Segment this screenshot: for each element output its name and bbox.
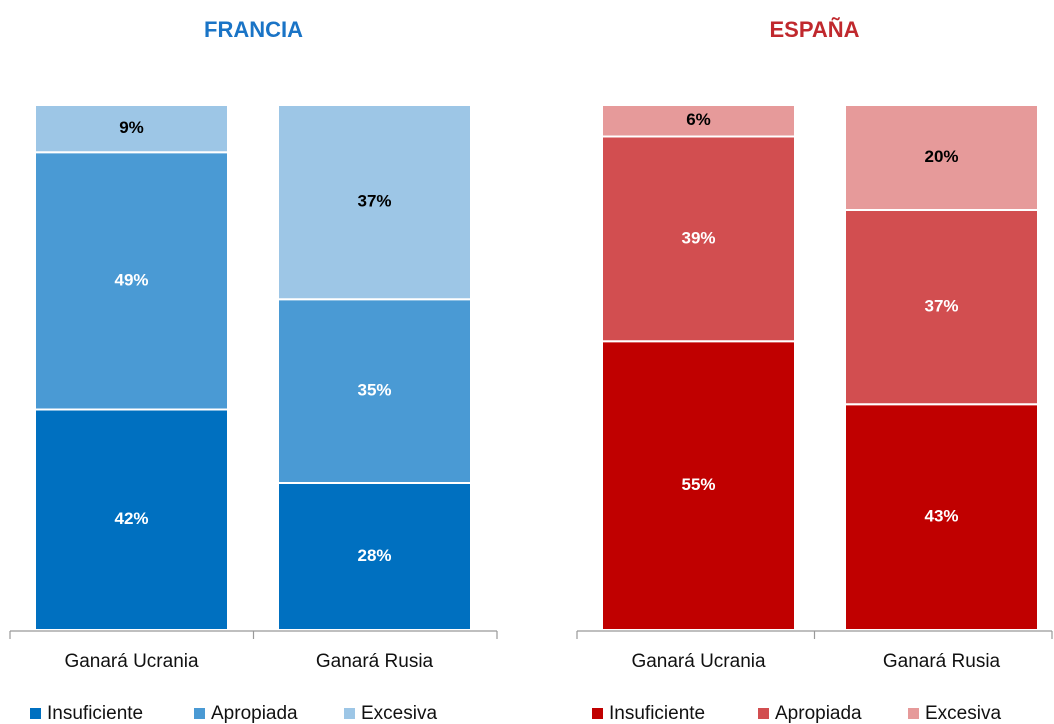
bar-segment (34, 408, 229, 631)
data-label: 43% (924, 507, 958, 526)
bar-segment (601, 135, 796, 343)
x-tick-label: Ganará Ucrania (631, 651, 766, 672)
legend-label: Apropiada (211, 703, 298, 724)
x-tick-label: Ganará Rusia (316, 651, 434, 672)
bar-segment (601, 340, 796, 631)
legend-swatch (30, 708, 41, 719)
data-label: 6% (686, 110, 711, 129)
data-label: 49% (114, 270, 148, 289)
legend-label: Apropiada (775, 703, 862, 724)
data-label: 39% (681, 228, 715, 247)
data-label: 37% (924, 297, 958, 316)
legend-swatch (194, 708, 205, 719)
legend-swatch (758, 708, 769, 719)
legend-swatch (344, 708, 355, 719)
data-label: 42% (114, 509, 148, 528)
x-tick-label: Ganará Rusia (883, 651, 1001, 672)
bar-segment (277, 298, 472, 484)
bar-segment (34, 104, 229, 154)
data-label: 20% (924, 147, 958, 166)
data-label: 55% (681, 475, 715, 494)
legend-label: Insuficiente (47, 703, 143, 724)
chart-title: FRANCIA (204, 17, 303, 42)
legend-label: Insuficiente (609, 703, 705, 724)
data-label: 9% (119, 118, 144, 137)
legend-label: Excesiva (925, 703, 1001, 724)
bar-segment (277, 482, 472, 631)
legend-swatch (592, 708, 603, 719)
legend-label: Excesiva (361, 703, 437, 724)
bar-segment (844, 104, 1039, 211)
bar-segment (844, 209, 1039, 406)
x-tick-label: Ganará Ucrania (64, 651, 199, 672)
data-label: 37% (357, 192, 391, 211)
bar-segment (601, 104, 796, 138)
data-label: 28% (357, 546, 391, 565)
legend-swatch (908, 708, 919, 719)
bar-segment (277, 104, 472, 301)
chart-title: ESPAÑA (769, 17, 859, 42)
data-label: 35% (357, 381, 391, 400)
bar-segment (34, 151, 229, 411)
